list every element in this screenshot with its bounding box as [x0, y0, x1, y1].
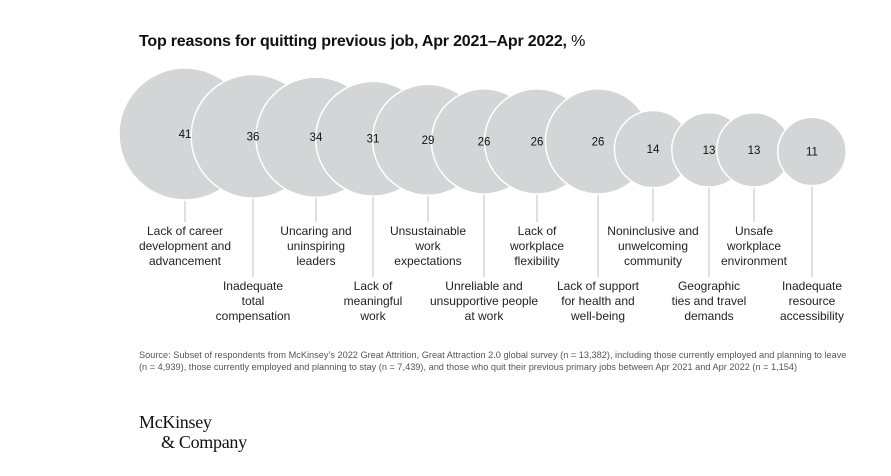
bubble-chart: 41 36 34 31 29 26 26 26 14 13 13 11 Lack of career de…: [118, 67, 847, 323]
value-label-1: 41: [179, 129, 192, 141]
value-label-12: 11: [806, 146, 818, 158]
category-label-9: Noninclusive and unwelcoming community: [607, 224, 698, 268]
mckinsey-logo: McKinsey & Company: [139, 412, 247, 452]
category-label-10: Geographic ties and travel demands: [672, 279, 747, 323]
value-label-2: 36: [247, 131, 260, 143]
category-label-4: Lack of meaningful work: [344, 279, 403, 323]
category-label-8: Lack of support for health and well-being: [557, 279, 640, 323]
value-label-7: 26: [531, 136, 544, 148]
chart-title: Top reasons for quitting previous job, A…: [139, 33, 585, 51]
value-label-4: 31: [367, 134, 380, 146]
value-label-9: 14: [647, 144, 660, 156]
value-label-8: 26: [592, 136, 605, 148]
bubble-12: [777, 116, 847, 187]
value-label-10: 13: [703, 145, 716, 157]
category-label-6: Unreliable and unsupportive people at work: [430, 279, 538, 323]
value-label-3: 34: [310, 132, 323, 144]
category-label-3: Uncaring and uninspiring leaders: [280, 224, 351, 268]
value-label-5: 29: [422, 135, 435, 147]
category-label-2: Inadequate total compensation: [216, 279, 291, 323]
brand-line-1: McKinsey: [139, 412, 212, 432]
value-label-11: 13: [748, 145, 761, 157]
category-label-7: Lack of workplace flexibility: [509, 224, 564, 268]
chart-title-unit: %: [571, 33, 586, 50]
brand-line-2: & Company: [161, 432, 247, 452]
value-label-6: 26: [478, 136, 491, 148]
category-label-5: Unsustainable work expectations: [390, 224, 466, 268]
category-label-1: Lack of career development and advancement: [139, 224, 231, 268]
category-label-11: Unsafe workplace environment: [721, 224, 788, 268]
category-label-12: Inadequate resource accessibility: [780, 279, 844, 323]
source-note: Source: Subset of respondents from McKin…: [139, 350, 847, 372]
chart-title-text: Top reasons for quitting previous job, A…: [139, 33, 567, 50]
